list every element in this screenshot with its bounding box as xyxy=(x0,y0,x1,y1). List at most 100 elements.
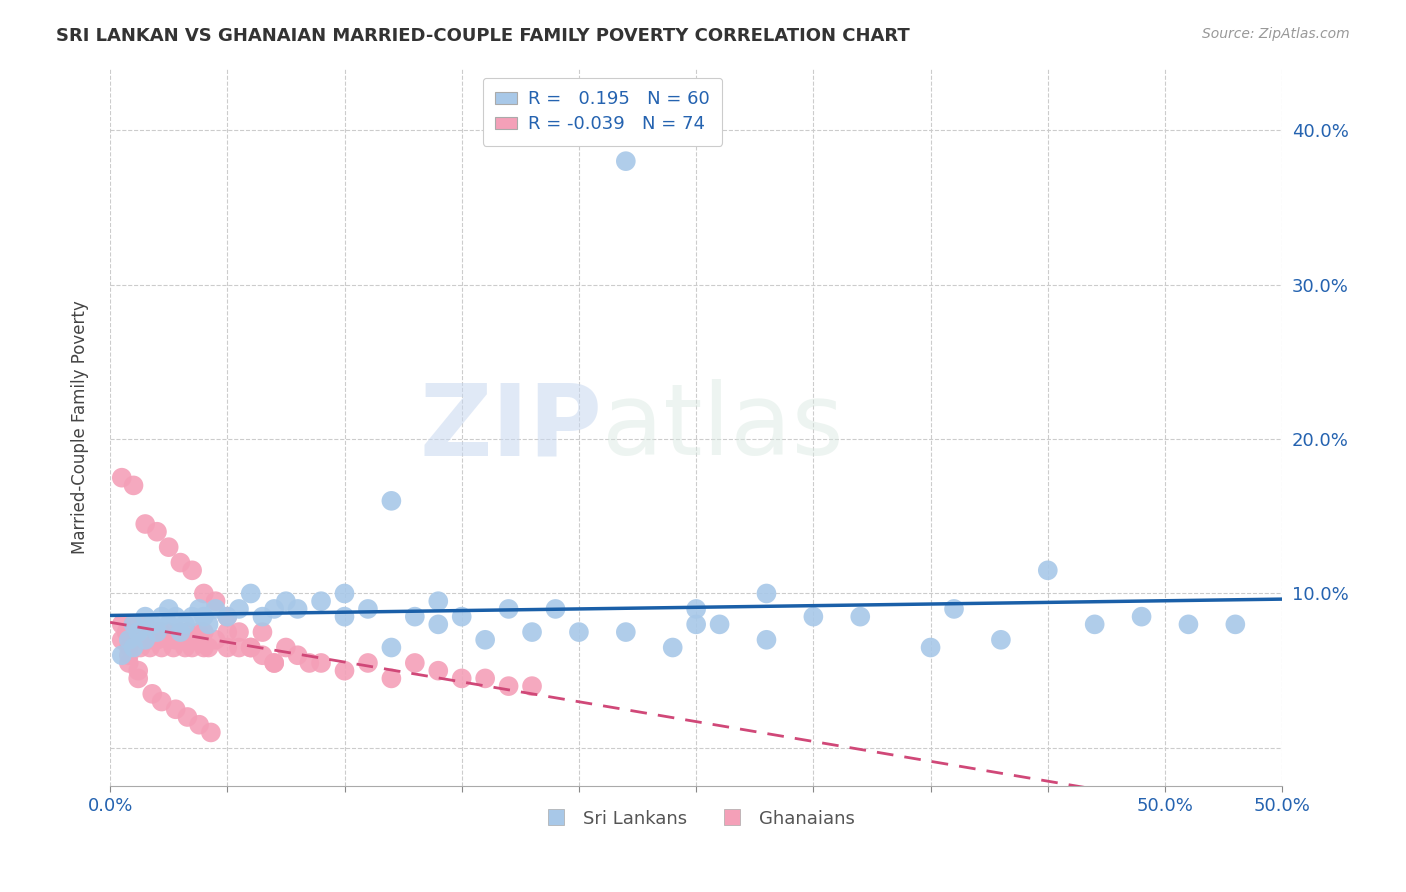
Point xyxy=(118,648,141,663)
Point xyxy=(755,632,778,647)
Point xyxy=(357,602,380,616)
Point xyxy=(146,625,169,640)
Point xyxy=(333,586,356,600)
Point xyxy=(134,625,156,640)
Point xyxy=(920,640,942,655)
Point xyxy=(157,540,180,554)
Point xyxy=(115,625,138,640)
Point xyxy=(127,672,149,686)
Point xyxy=(127,625,149,640)
Point xyxy=(274,640,297,655)
Point xyxy=(450,609,472,624)
Point xyxy=(1130,609,1153,624)
Point xyxy=(217,609,239,624)
Point xyxy=(309,656,332,670)
Point xyxy=(122,617,145,632)
Point xyxy=(176,710,198,724)
Point xyxy=(943,602,966,616)
Point xyxy=(122,632,145,647)
Point xyxy=(1177,617,1199,632)
Point xyxy=(157,625,180,640)
Point xyxy=(193,625,215,640)
Point xyxy=(404,656,426,670)
Point xyxy=(263,602,285,616)
Point xyxy=(141,687,163,701)
Point xyxy=(118,640,141,655)
Point xyxy=(685,617,707,632)
Point xyxy=(755,586,778,600)
Point xyxy=(239,640,262,655)
Point xyxy=(127,625,149,640)
Point xyxy=(162,640,184,655)
Point xyxy=(181,640,204,655)
Point xyxy=(333,664,356,678)
Point xyxy=(146,632,169,647)
Point xyxy=(661,640,683,655)
Point xyxy=(174,617,197,632)
Point xyxy=(141,632,163,647)
Point xyxy=(165,609,187,624)
Point xyxy=(252,648,274,663)
Point xyxy=(111,632,134,647)
Point xyxy=(333,609,356,624)
Point xyxy=(169,556,191,570)
Text: ZIP: ZIP xyxy=(419,379,602,476)
Point xyxy=(239,586,262,600)
Point xyxy=(111,471,134,485)
Point xyxy=(197,617,219,632)
Point xyxy=(204,594,226,608)
Point xyxy=(204,632,226,647)
Point xyxy=(520,625,543,640)
Point xyxy=(129,640,152,655)
Point xyxy=(181,632,204,647)
Point xyxy=(427,617,450,632)
Point xyxy=(498,602,520,616)
Point xyxy=(709,617,731,632)
Point xyxy=(188,717,211,731)
Point xyxy=(544,602,567,616)
Point xyxy=(200,725,222,739)
Point xyxy=(181,609,204,624)
Point xyxy=(150,625,173,640)
Point xyxy=(150,609,173,624)
Point xyxy=(498,679,520,693)
Point xyxy=(134,609,156,624)
Point xyxy=(118,632,141,647)
Point xyxy=(380,672,402,686)
Point xyxy=(357,656,380,670)
Point xyxy=(990,632,1012,647)
Point xyxy=(520,679,543,693)
Point xyxy=(263,656,285,670)
Point xyxy=(134,516,156,531)
Point xyxy=(427,594,450,608)
Point xyxy=(849,609,872,624)
Point xyxy=(169,632,191,647)
Point xyxy=(309,594,332,608)
Point xyxy=(169,625,191,640)
Text: atlas: atlas xyxy=(602,379,844,476)
Text: Source: ZipAtlas.com: Source: ZipAtlas.com xyxy=(1202,27,1350,41)
Point xyxy=(165,632,187,647)
Point xyxy=(141,617,163,632)
Point xyxy=(157,617,180,632)
Point xyxy=(228,640,250,655)
Point xyxy=(1036,563,1059,577)
Point xyxy=(274,594,297,608)
Point xyxy=(404,609,426,624)
Point xyxy=(217,609,239,624)
Point xyxy=(188,602,211,616)
Point xyxy=(685,602,707,616)
Point xyxy=(228,625,250,640)
Point xyxy=(1225,617,1247,632)
Point xyxy=(150,695,173,709)
Point xyxy=(111,617,134,632)
Point xyxy=(801,609,824,624)
Point xyxy=(134,632,156,647)
Point xyxy=(193,640,215,655)
Point xyxy=(614,154,637,169)
Point xyxy=(380,493,402,508)
Point xyxy=(197,640,219,655)
Point xyxy=(614,625,637,640)
Point xyxy=(474,672,496,686)
Point xyxy=(157,632,180,647)
